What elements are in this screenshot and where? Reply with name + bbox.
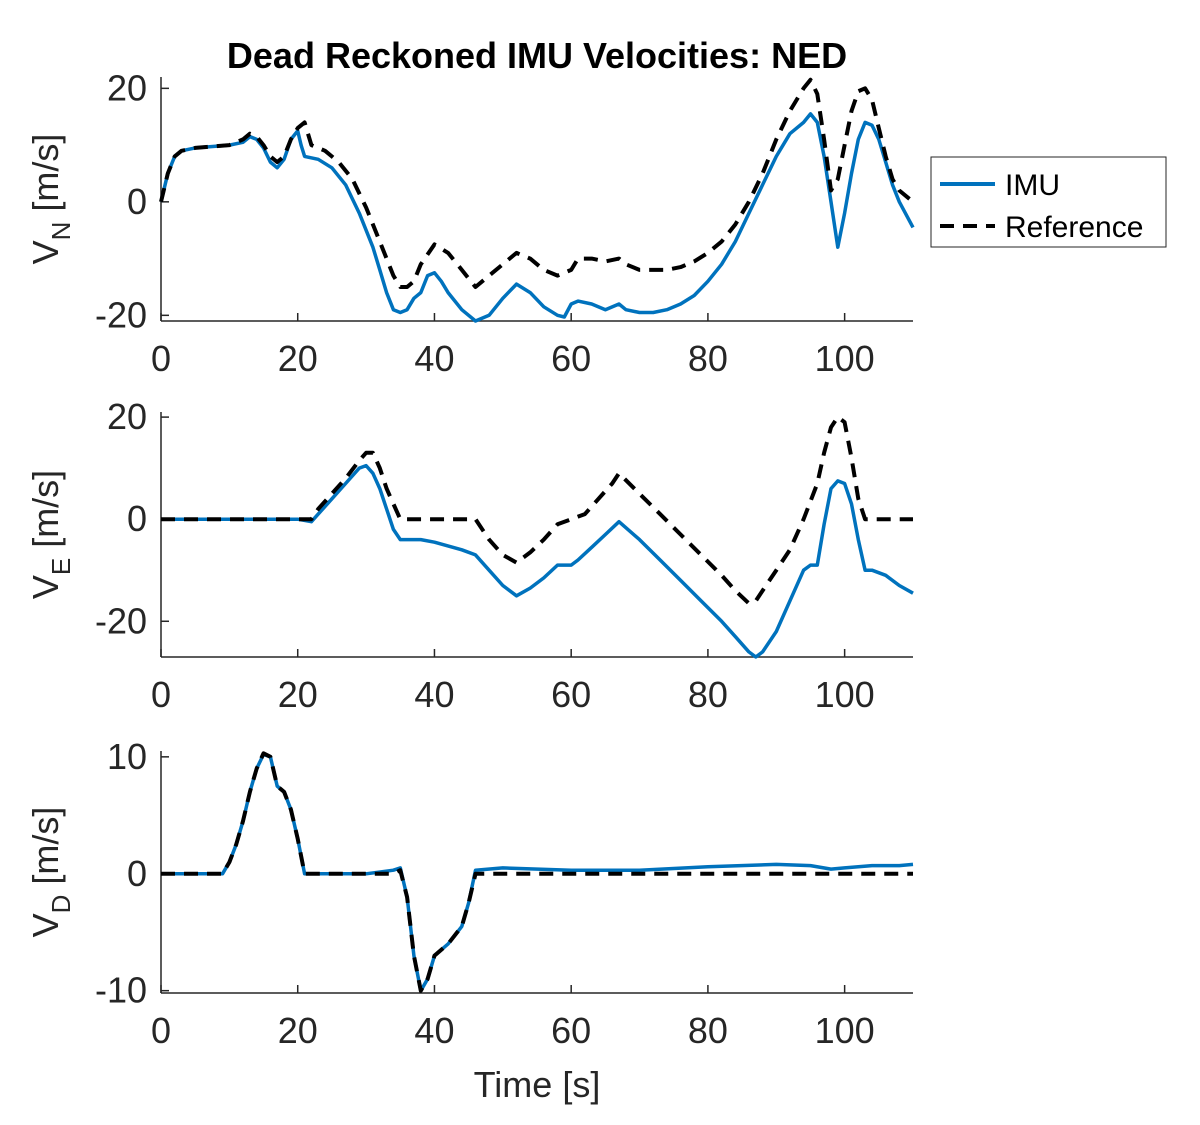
x-tick-label: 40 [414, 1010, 454, 1051]
x-tick-label: 40 [414, 674, 454, 715]
x-tick-label: 100 [815, 1010, 875, 1051]
y-tick-label: 10 [107, 736, 147, 777]
y-axis-label-subscript: E [46, 558, 76, 575]
legend: IMU Reference [930, 156, 1167, 248]
y-tick-label: 20 [107, 67, 147, 108]
series-line-imu [159, 112, 915, 323]
series-line-reference [161, 415, 913, 606]
x-tick-label: 20 [278, 1010, 318, 1051]
x-tick-label: 80 [688, 338, 728, 379]
chart-title: Dead Reckoned IMU Velocities: NED [227, 35, 847, 76]
y-tick-label: -20 [95, 294, 147, 335]
y-tick-label: 0 [127, 498, 147, 539]
x-tick-label: 0 [151, 338, 171, 379]
series-line-imu [161, 752, 914, 993]
x-tick-label: 20 [278, 338, 318, 379]
x-tick-label: 40 [414, 338, 454, 379]
y-axis-label-unit: [m/s] [25, 470, 66, 558]
y-axis-label-unit: [m/s] [25, 807, 66, 895]
x-tick-label: 0 [151, 674, 171, 715]
y-axis-label-main: V [25, 575, 66, 599]
y-tick-label: 0 [127, 853, 147, 894]
x-tick-label: 80 [688, 674, 728, 715]
legend-imu-label: IMU [1005, 169, 1060, 202]
y-axis-label: VE [m/s] [25, 470, 76, 599]
x-tick-label: 20 [278, 674, 318, 715]
y-axis-label-subscript: D [46, 895, 76, 914]
x-tick-label: 60 [551, 338, 591, 379]
x-tick-label: 80 [688, 1010, 728, 1051]
y-tick-label: 20 [107, 396, 147, 437]
y-axis-label: VD [m/s] [25, 807, 76, 938]
series-line-imu [161, 463, 914, 659]
y-axis-label-unit: [m/s] [25, 134, 66, 222]
x-tick-label: 60 [551, 1010, 591, 1051]
legend-box [930, 156, 1167, 248]
y-axis-label-subscript: N [46, 222, 76, 241]
x-tick-label: 60 [551, 674, 591, 715]
x-tick-label: 0 [151, 1010, 171, 1051]
y-axis-label: VN [m/s] [25, 134, 76, 265]
x-axis-label: Time [s] [474, 1064, 601, 1105]
x-tick-label: 100 [815, 338, 875, 379]
y-tick-label: -20 [95, 600, 147, 641]
x-tick-label: 100 [815, 674, 875, 715]
y-axis-label-main: V [25, 240, 66, 264]
y-tick-label: 0 [127, 181, 147, 222]
series-line-reference [161, 751, 913, 993]
y-axis-label-main: V [25, 913, 66, 937]
legend-reference-label: Reference [1005, 211, 1143, 244]
series-line-reference [159, 77, 915, 289]
y-tick-label: -10 [95, 970, 147, 1011]
